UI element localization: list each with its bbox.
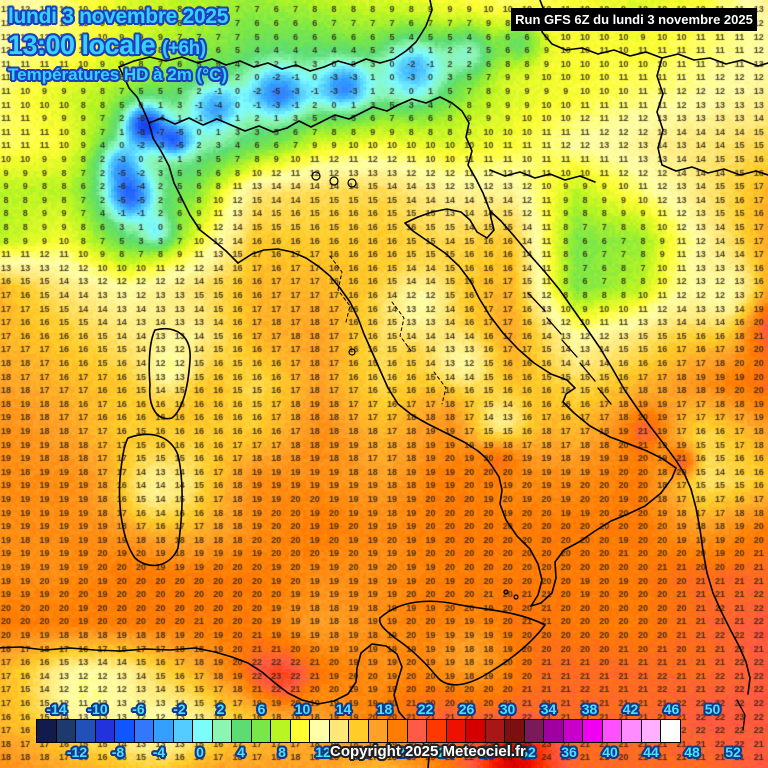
time-offset: (+6h) <box>162 38 206 60</box>
map-header: lundi 3 novembre 2025 13:00 locale (+6h)… <box>8 5 229 85</box>
time-label: 13:00 locale (+6h) <box>8 31 228 59</box>
run-info-box: Run GFS 6Z du lundi 3 novembre 2025 <box>511 8 757 31</box>
copyright-label: Copyright 2025 Meteociel.fr <box>330 743 526 760</box>
parameter-label: Températures HD à 2m (°C) <box>8 65 228 85</box>
time-value: 13:00 locale <box>8 30 156 61</box>
date-label: lundi 3 novembre 2025 <box>8 5 229 28</box>
